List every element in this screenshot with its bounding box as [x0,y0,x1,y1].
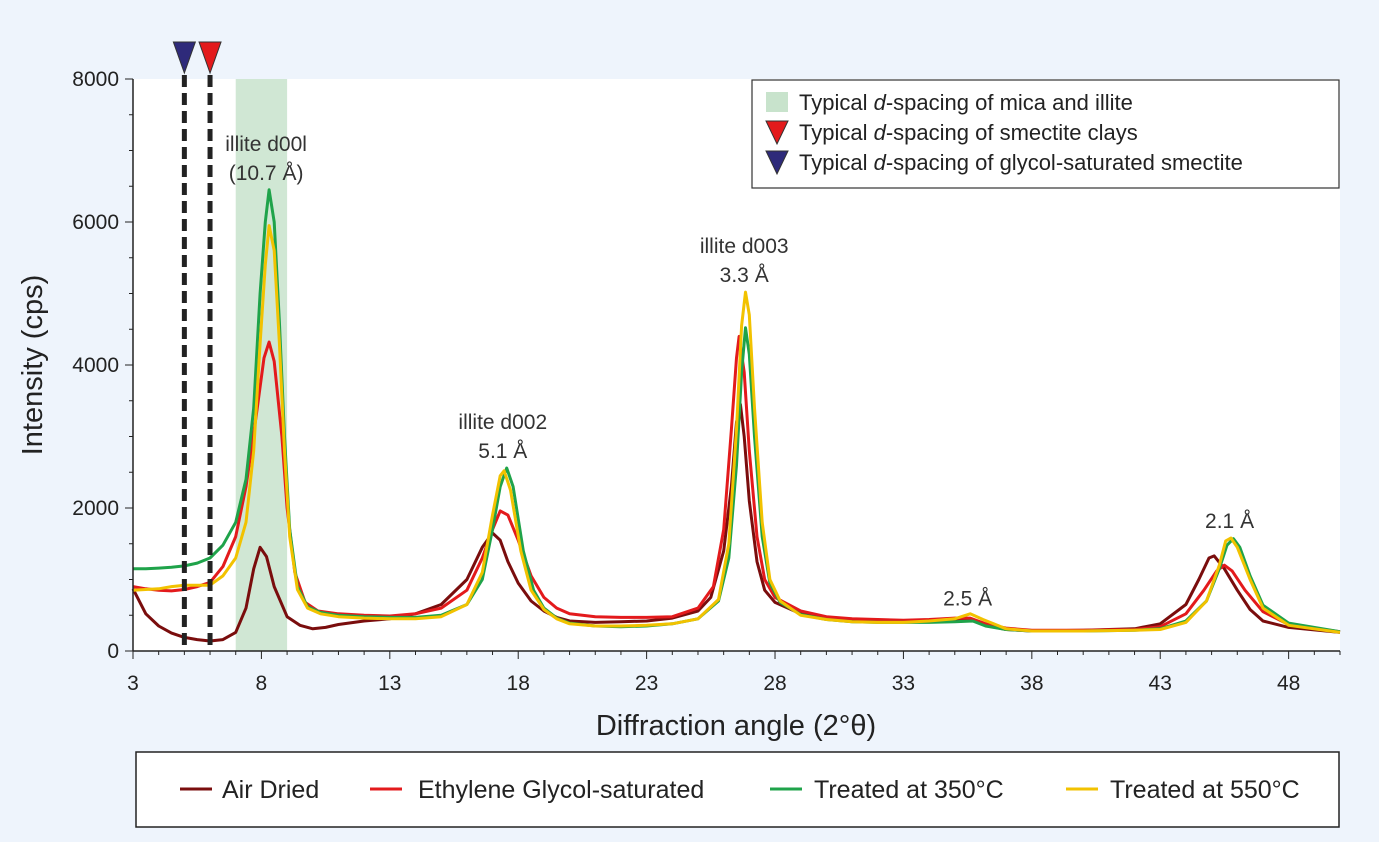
mica-illite-band [235,79,288,651]
marker-triangle-1 [198,41,222,75]
x-tick-label: 28 [763,672,786,695]
x-tick-label: 3 [127,672,139,695]
legend-top-right: Typical d-spacing of mica and illite Typi… [751,79,1340,189]
x-tick-label: 38 [1020,672,1043,695]
peak-annotation: (10.7 Å) [229,162,304,185]
peak-annotation: illite d00l [225,133,307,156]
legend-bottom-box [135,751,1340,828]
y-tick-label: 2000 [72,497,119,520]
legend-label-3: Treated at 550°C [1110,776,1300,804]
y-tick-label: 0 [107,640,119,663]
peak-annotation: 5.1 Å [478,440,527,463]
legend-swatch-square [766,92,788,112]
x-axis-title: Diffraction angle (2°θ) [596,710,876,742]
x-tick-label: 43 [1149,672,1172,695]
y-axis-title: Intensity (cps) [17,275,49,456]
peak-annotation: 3.3 Å [720,264,769,287]
marker-triangle-0 [172,41,197,75]
x-tick-label: 8 [256,672,268,695]
legend-swatch-triangle [765,150,789,176]
y-tick-label: 4000 [72,354,119,377]
x-tick-label: 48 [1277,672,1300,695]
legend-label-0: Air Dried [222,776,319,804]
series-line-3 [132,224,1341,634]
x-tick-label: 13 [378,672,401,695]
legend-top-label: Typical d-spacing of smectite clays [799,120,1138,145]
legend-bottom: Air Dried Ethylene Glycol-saturated Treate… [135,751,1340,828]
legend-top-label: Typical d-spacing of mica and illite [799,90,1133,115]
legend-label-2: Treated at 350°C [814,776,1004,804]
legend-swatch-triangle [765,120,789,146]
legend-top-right-box [751,79,1340,189]
peak-annotation: 2.5 Å [943,587,992,610]
y-tick-label: 6000 [72,211,119,234]
peak-annotation: illite d002 [458,411,547,434]
x-tick-label: 23 [635,672,658,695]
x-tick-label: 18 [507,672,530,695]
legend-label-1: Ethylene Glycol-saturated [418,776,704,804]
legend-top-label: Typical d-spacing of glycol-saturated sm… [799,150,1243,175]
y-tick-label: 8000 [72,68,119,91]
x-tick-label: 33 [892,672,915,695]
peak-annotation: 2.1 Å [1205,510,1254,533]
peak-annotation: illite d003 [700,235,789,258]
